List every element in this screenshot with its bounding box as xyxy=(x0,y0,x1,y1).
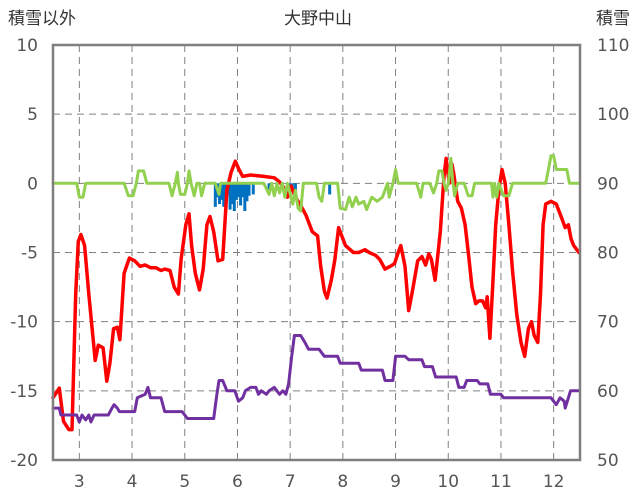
snowfall-bar xyxy=(222,183,226,207)
right-y-tick-label: 50 xyxy=(597,451,619,471)
snowfall-bar xyxy=(241,183,245,198)
left-y-tick-label: -10 xyxy=(10,313,38,333)
left-y-tick-label: -20 xyxy=(10,451,38,471)
red-series-line xyxy=(51,156,581,432)
snowfall-bar xyxy=(247,183,251,196)
snowfall-bar xyxy=(232,183,236,211)
x-tick-label: 10 xyxy=(437,472,459,492)
snowfall-bar xyxy=(230,183,234,205)
line-series xyxy=(51,154,581,432)
x-tick-label: 9 xyxy=(390,472,401,492)
left-y-tick-label: -15 xyxy=(10,382,38,402)
snowfall-bar xyxy=(251,183,255,195)
x-tick-label: 7 xyxy=(285,472,296,492)
right-axis-label: 積雪 xyxy=(596,9,630,29)
x-tick-label: 11 xyxy=(490,472,512,492)
snowfall-bar xyxy=(234,183,238,200)
x-tick-label: 12 xyxy=(543,472,565,492)
left-axis-label: 積雪以外 xyxy=(8,9,76,29)
x-tick-label: 5 xyxy=(179,472,190,492)
snowfall-bar xyxy=(267,183,271,191)
snowfall-bar xyxy=(328,183,332,195)
snowfall-bar xyxy=(239,183,243,206)
left-y-tick-label: -5 xyxy=(21,244,38,264)
x-tick-label: 4 xyxy=(127,472,138,492)
x-tick-label: 8 xyxy=(337,472,348,492)
x-tick-label: 3 xyxy=(74,472,85,492)
purple-series-line xyxy=(51,334,581,424)
snowfall-bar xyxy=(293,183,297,194)
snowfall-bar xyxy=(237,183,241,198)
plot-frame xyxy=(51,43,582,462)
right-y-tick-label: 80 xyxy=(597,244,619,264)
green-series-line xyxy=(51,154,581,213)
gridlines xyxy=(53,45,580,460)
right-y-tick-label: 110 xyxy=(597,36,629,56)
right-y-tick-label: 90 xyxy=(597,174,619,194)
snowfall-bar xyxy=(243,183,247,211)
snowfall-bar xyxy=(228,183,232,210)
left-y-tick-label: 10 xyxy=(16,36,38,56)
left-y-tick-label: 5 xyxy=(27,105,38,125)
snowfall-bar xyxy=(220,183,224,200)
right-y-tick-label: 60 xyxy=(597,382,619,402)
right-y-tick-label: 70 xyxy=(597,313,619,333)
chart-title: 大野中山 xyxy=(284,9,352,29)
left-y-tick-label: 0 xyxy=(27,174,38,194)
snowfall-bar xyxy=(245,183,249,202)
snowfall-bar xyxy=(213,183,217,207)
right-y-tick-label: 100 xyxy=(597,105,629,125)
x-tick-label: 6 xyxy=(232,472,243,492)
